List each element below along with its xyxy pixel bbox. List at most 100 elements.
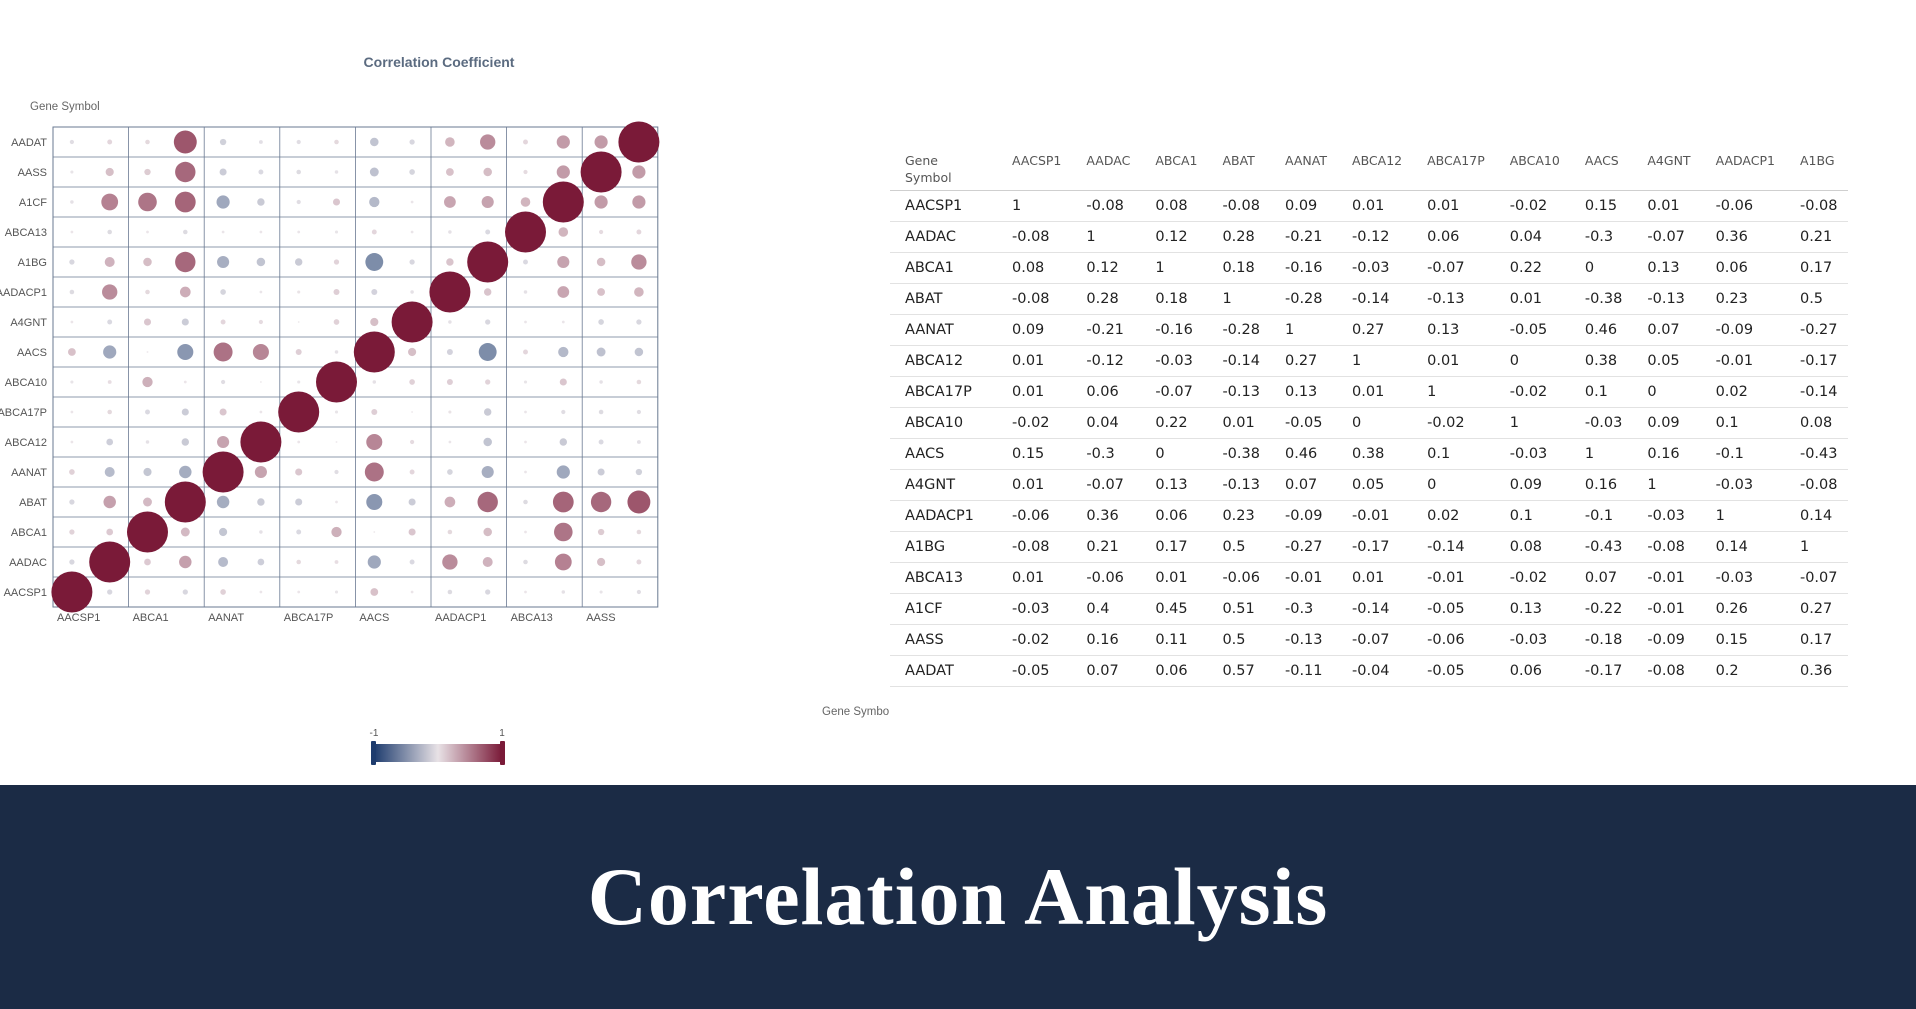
bubble-point[interactable] [557, 255, 570, 269]
bubble-point[interactable] [179, 286, 191, 298]
bubble-point[interactable] [447, 589, 453, 595]
bubble-point[interactable] [598, 439, 604, 445]
bubble-point[interactable] [333, 259, 340, 265]
bubble-point[interactable] [106, 438, 114, 446]
bubble-point[interactable] [69, 469, 75, 475]
bubble-point[interactable] [259, 530, 263, 534]
bubble-point[interactable] [447, 469, 453, 475]
bubble-point[interactable] [447, 529, 453, 535]
bubble-point[interactable] [332, 198, 341, 206]
bubble-point[interactable] [524, 530, 527, 534]
bubble-point[interactable] [240, 421, 282, 463]
bubble-point[interactable] [371, 289, 378, 295]
bubble-point[interactable] [446, 258, 454, 266]
bubble-point[interactable] [89, 541, 131, 583]
bubble-point[interactable] [542, 181, 584, 223]
bubble-point[interactable] [446, 168, 454, 176]
bubble-point[interactable] [597, 557, 606, 567]
bubble-point[interactable] [446, 379, 453, 385]
bubble-point[interactable] [482, 557, 493, 567]
bubble-point[interactable] [410, 230, 414, 234]
bubble-point[interactable] [69, 499, 75, 505]
bubble-point[interactable] [107, 409, 112, 415]
bubble-point[interactable] [179, 465, 192, 479]
bubble-point[interactable] [371, 229, 377, 235]
bubble-point[interactable] [257, 198, 265, 206]
bubble-point[interactable] [409, 169, 415, 175]
bubble-point[interactable] [631, 254, 647, 270]
bubble-point[interactable] [559, 438, 568, 446]
bubble-point[interactable] [636, 589, 642, 595]
bubble-point[interactable] [316, 361, 357, 403]
bubble-point[interactable] [220, 589, 226, 595]
bubble-point[interactable] [467, 241, 509, 283]
bubble-point[interactable] [391, 301, 433, 343]
bubble-point[interactable] [408, 498, 416, 506]
bubble-point[interactable] [524, 320, 527, 324]
bubble-point[interactable] [334, 560, 339, 564]
bubble-point[interactable] [448, 410, 452, 414]
bubble-point[interactable] [594, 195, 608, 209]
bubble-point[interactable] [596, 347, 606, 357]
bubble-point[interactable] [217, 255, 230, 269]
bubble-point[interactable] [296, 139, 301, 145]
bubble-point[interactable] [252, 343, 269, 361]
bubble-point[interactable] [296, 169, 301, 175]
bubble-point[interactable] [483, 167, 492, 177]
bubble-point[interactable] [559, 378, 567, 386]
bubble-point[interactable] [143, 318, 152, 326]
bubble-point[interactable] [335, 441, 338, 443]
bubble-point[interactable] [556, 165, 570, 179]
bubble-point[interactable] [597, 468, 605, 476]
bubble-point[interactable] [180, 527, 190, 537]
bubble-point[interactable] [334, 350, 339, 354]
bubble-point[interactable] [68, 348, 76, 356]
bubble-point[interactable] [334, 170, 339, 174]
bubble-point[interactable] [143, 257, 152, 267]
bubble-point[interactable] [485, 319, 491, 325]
bubble-point[interactable] [598, 319, 604, 325]
bubble-point[interactable] [219, 168, 227, 176]
bubble-point[interactable] [524, 440, 527, 444]
bubble-point[interactable] [297, 290, 301, 294]
bubble-point[interactable] [524, 410, 527, 414]
bubble-point[interactable] [219, 138, 227, 146]
bubble-point[interactable] [220, 289, 226, 295]
bubble-point[interactable] [599, 380, 603, 384]
bubble-point[interactable] [364, 462, 384, 482]
bubble-point[interactable] [107, 139, 113, 145]
bubble-point[interactable] [477, 491, 498, 513]
color-scale-max-handle[interactable] [500, 741, 505, 765]
bubble-point[interactable] [636, 319, 642, 325]
bubble-point[interactable] [257, 498, 265, 506]
bubble-point[interactable] [523, 259, 528, 265]
bubble-point[interactable] [294, 258, 303, 266]
bubble-point[interactable] [448, 230, 452, 234]
bubble-point[interactable] [259, 230, 263, 234]
bubble-point[interactable] [254, 465, 267, 479]
bubble-point[interactable] [295, 468, 303, 476]
bubble-point[interactable] [101, 193, 119, 211]
bubble-point[interactable] [334, 230, 339, 234]
bubble-point[interactable] [51, 571, 93, 613]
bubble-point[interactable] [213, 342, 233, 362]
bubble-point[interactable] [333, 289, 340, 295]
bubble-point[interactable] [409, 139, 415, 145]
bubble-point[interactable] [627, 490, 651, 514]
color-scale-min-handle[interactable] [371, 741, 376, 765]
bubble-point[interactable] [444, 196, 456, 208]
bubble-point[interactable] [102, 284, 118, 300]
bubble-point[interactable] [258, 140, 263, 144]
bubble-point[interactable] [69, 139, 74, 145]
bubble-point[interactable] [221, 379, 226, 385]
bubble-point[interactable] [174, 191, 196, 213]
bubble-point[interactable] [296, 199, 301, 205]
bubble-point[interactable] [105, 167, 114, 177]
bubble-point[interactable] [70, 230, 74, 234]
bubble-point[interactable] [635, 468, 643, 476]
bubble-point[interactable] [107, 380, 112, 384]
bubble-point[interactable] [523, 349, 528, 355]
bubble-point[interactable] [370, 317, 379, 327]
bubble-point[interactable] [372, 380, 377, 384]
bubble-point[interactable] [442, 554, 458, 570]
